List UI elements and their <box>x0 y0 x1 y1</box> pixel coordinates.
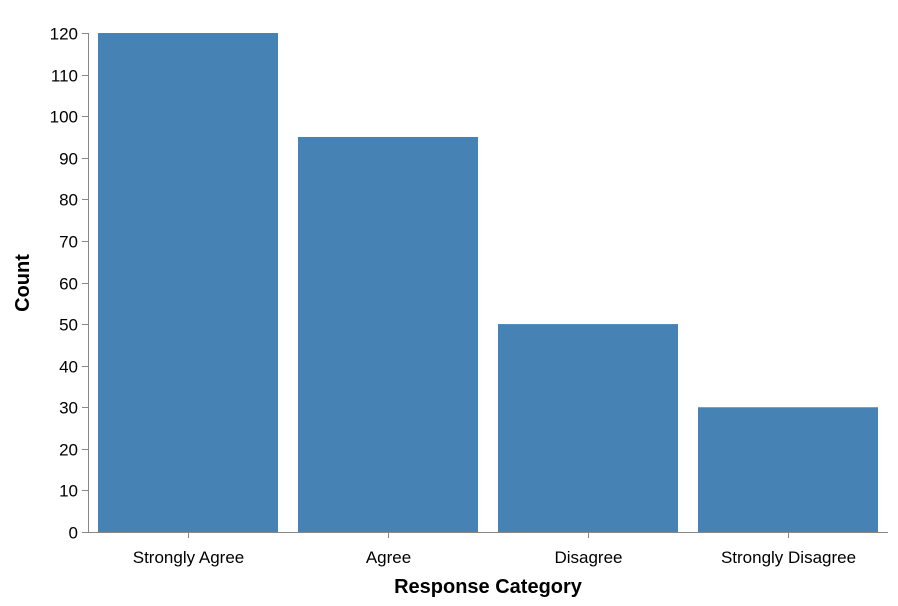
x-tick-label-strongly-agree: Strongly Agree <box>133 548 245 567</box>
x-axis-title: Response Category <box>394 576 583 598</box>
y-tick-label-30: 30 <box>59 399 78 418</box>
x-tick-label-strongly-disagree: Strongly Disagree <box>721 548 856 567</box>
bar-strongly-agree <box>98 33 278 532</box>
y-tick-label-120: 120 <box>50 25 78 44</box>
y-tick-label-20: 20 <box>59 441 78 460</box>
y-tick-label-0: 0 <box>69 524 78 543</box>
y-axis-title: Count <box>12 254 34 312</box>
y-tick-label-80: 80 <box>59 191 78 210</box>
x-axis: Strongly Agree Agree Disagree Strongly Disa… <box>88 532 888 567</box>
bar-agree <box>298 136 478 533</box>
y-tick-label-10: 10 <box>59 482 78 501</box>
bar-strongly-disagree <box>698 407 878 532</box>
y-tick-label-40: 40 <box>59 358 78 377</box>
y-axis: 0 10 20 30 40 50 60 70 80 90 100 110 120 <box>50 25 89 543</box>
bar-disagree <box>498 324 678 532</box>
y-tick-label-100: 100 <box>50 108 78 127</box>
x-tick-label-disagree: Disagree <box>554 548 622 567</box>
y-tick-label-50: 50 <box>59 316 78 335</box>
y-tick-label-90: 90 <box>59 150 78 169</box>
bars-layer <box>98 33 878 533</box>
y-tick-label-60: 60 <box>59 275 78 294</box>
y-tick-label-70: 70 <box>59 233 78 252</box>
y-tick-label-110: 110 <box>51 67 78 86</box>
x-tick-label-agree: Agree <box>366 548 411 567</box>
